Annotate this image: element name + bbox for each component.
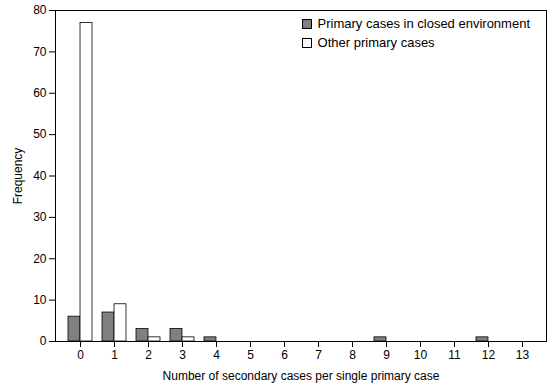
svg-text:8: 8	[349, 348, 356, 362]
svg-text:70: 70	[33, 45, 47, 59]
svg-text:80: 80	[33, 3, 47, 17]
svg-text:5: 5	[247, 348, 254, 362]
svg-text:13: 13	[516, 348, 530, 362]
svg-text:Number of secondary cases per: Number of secondary cases per single pri…	[163, 369, 440, 383]
svg-text:0: 0	[40, 334, 47, 348]
svg-text:2: 2	[145, 348, 152, 362]
svg-text:12: 12	[482, 348, 496, 362]
html-text:Other primary cases: Other primary cases	[317, 35, 435, 50]
svg-text:9: 9	[383, 348, 390, 362]
svg-text:Frequency: Frequency	[11, 148, 25, 205]
svg-text:0: 0	[77, 348, 84, 362]
svg-text:1: 1	[111, 348, 118, 362]
svg-text:11: 11	[448, 348, 461, 362]
svg-text:10: 10	[33, 293, 47, 307]
svg-text:50: 50	[33, 127, 47, 141]
svg-text:3: 3	[179, 348, 186, 362]
svg-text:4: 4	[213, 348, 220, 362]
svg-text:30: 30	[33, 210, 47, 224]
html-text:Primary cases in closed enviro: Primary cases in closed environment	[317, 16, 530, 31]
svg-text:60: 60	[33, 86, 47, 100]
svg-text:7: 7	[315, 348, 322, 362]
svg-text:10: 10	[414, 348, 428, 362]
svg-text:20: 20	[33, 252, 47, 266]
svg-text:6: 6	[281, 348, 288, 362]
svg-text:40: 40	[33, 169, 47, 183]
